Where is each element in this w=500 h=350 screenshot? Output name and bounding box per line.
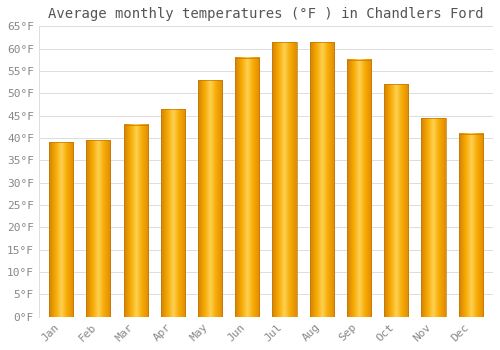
Bar bbox=[49, 142, 73, 317]
Bar bbox=[422, 118, 446, 317]
Bar bbox=[347, 60, 371, 317]
Bar bbox=[235, 57, 260, 317]
Bar bbox=[310, 42, 334, 317]
Bar bbox=[124, 125, 148, 317]
Bar bbox=[160, 109, 185, 317]
Bar bbox=[272, 42, 296, 317]
Bar bbox=[384, 84, 408, 317]
Title: Average monthly temperatures (°F ) in Chandlers Ford: Average monthly temperatures (°F ) in Ch… bbox=[48, 7, 484, 21]
Bar bbox=[458, 134, 483, 317]
Bar bbox=[198, 80, 222, 317]
Bar bbox=[86, 140, 110, 317]
